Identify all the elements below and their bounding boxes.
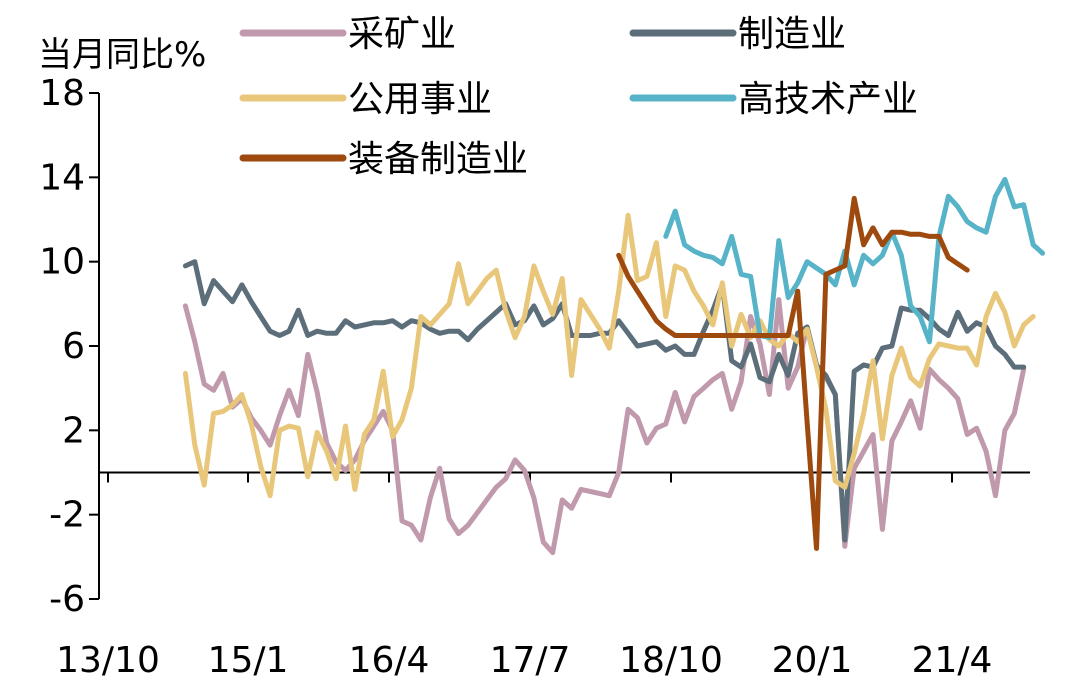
x-tick-label: 21/4 xyxy=(912,640,993,681)
x-tick-label: 20/1 xyxy=(772,640,853,681)
y-tick-label: 2 xyxy=(62,410,85,451)
legend-label: 采矿业 xyxy=(348,14,456,55)
x-tick-label: 13/10 xyxy=(56,640,160,681)
y-tick-label: 18 xyxy=(39,73,85,114)
x-axis: 13/10 15/1 16/4 17/7 18/10 20/1 21/4 xyxy=(56,471,1030,681)
y-axis-unit-label: 当月同比% xyxy=(38,35,206,75)
legend-label: 公用事业 xyxy=(348,79,492,120)
y-tick-label: 14 xyxy=(39,157,85,198)
y-tick-label: -2 xyxy=(49,495,85,536)
y-tick-label: 6 xyxy=(62,326,85,367)
x-tick-label: 15/1 xyxy=(208,640,289,681)
x-tick-label: 18/10 xyxy=(619,640,723,681)
y-axis: 18 14 10 6 2 -2 -6 xyxy=(39,73,100,620)
legend-label: 制造业 xyxy=(738,14,846,55)
y-tick-label: -6 xyxy=(49,579,85,620)
x-tick-label: 17/7 xyxy=(490,640,571,681)
series-line-4 xyxy=(663,176,1046,345)
series-line-5 xyxy=(616,195,970,551)
x-tick-label: 16/4 xyxy=(349,640,430,681)
series-line-2 xyxy=(182,259,1027,543)
legend-label: 装备制造业 xyxy=(348,139,528,180)
legend-label: 高技术产业 xyxy=(738,79,918,120)
series-layer xyxy=(182,176,1046,556)
y-tick-label: 10 xyxy=(39,242,85,283)
series-line-3 xyxy=(182,212,1036,499)
series-line-1 xyxy=(182,297,1027,556)
